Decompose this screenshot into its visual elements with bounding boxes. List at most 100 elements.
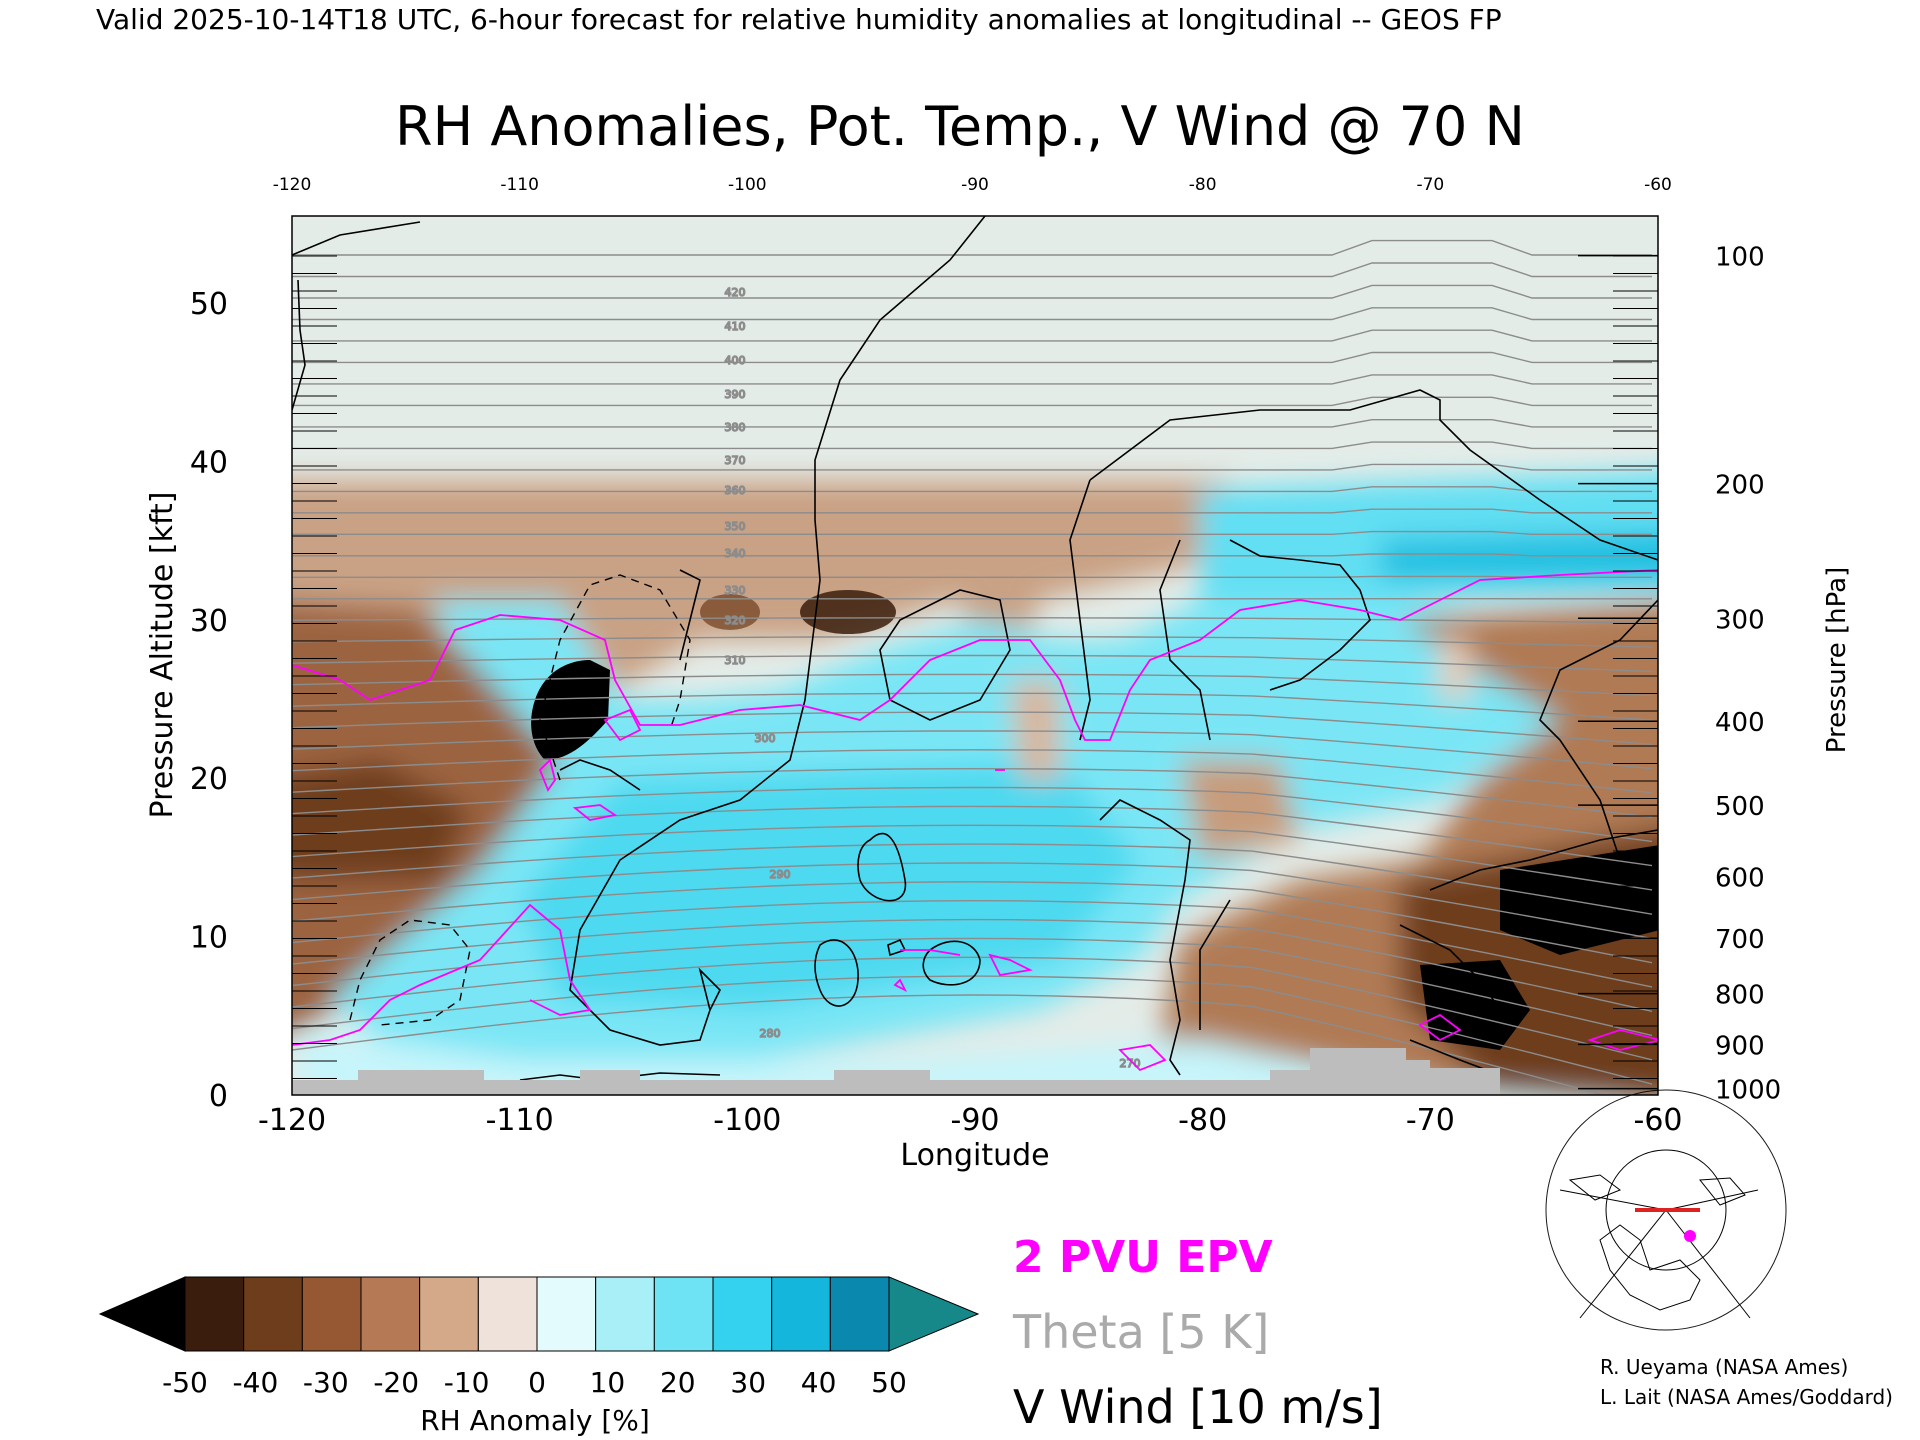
legend-epv: 2 PVU EPV	[1013, 1232, 1273, 1283]
colorbar-tick-label: 0	[528, 1366, 546, 1399]
theta-contour-line	[292, 862, 1653, 940]
theta-contour-line	[292, 636, 1653, 648]
credit-line-1: R. Ueyama (NASA Ames)	[1600, 1355, 1848, 1379]
chart-title: RH Anomalies, Pot. Temp., V Wind @ 70 N	[395, 95, 1525, 158]
left-axis-ticks: 0 10 20 30 40 50	[190, 287, 228, 1114]
colorbar-swatch	[829, 1276, 890, 1352]
inset-polar-map	[1545, 1089, 1787, 1331]
y-tick-label: 0	[209, 1079, 228, 1114]
theta-contour-line	[292, 508, 1652, 514]
theta-contour-line	[292, 673, 1653, 697]
theta-contour-label: 360	[725, 484, 746, 497]
theta-contour-line	[292, 351, 1652, 364]
legend: 2 PVU EPV Theta [5 K] V Wind [10 m/s]	[1012, 1232, 1383, 1434]
right-tick-label: 900	[1715, 1031, 1765, 1061]
colorbar-over-triangle	[888, 1276, 980, 1352]
colorbar-tick-label: -10	[444, 1366, 490, 1399]
theta-contour-line	[292, 994, 1606, 1095]
theta-contour-line	[292, 654, 1653, 673]
colorbar-swatch	[771, 1276, 831, 1352]
colorbar-tick-label: -20	[373, 1366, 419, 1399]
theta-contour-label: 370	[725, 454, 746, 467]
y-tick-label: 20	[190, 762, 228, 797]
right-tick-label: 600	[1715, 863, 1765, 893]
colorbar-swatch	[243, 1276, 303, 1352]
colorbar-swatch	[712, 1276, 773, 1352]
theta-contour-line	[292, 937, 1653, 1037]
theta-contours: 420 410 400 390 380 370 360 350 340 330 320 310 300 2…	[292, 239, 1653, 1095]
theta-contour-line	[292, 843, 1653, 915]
theta-contour-line	[292, 553, 1652, 557]
colorbar-tick-label: 10	[590, 1366, 626, 1399]
v-wind-negative-contours	[349, 574, 691, 1026]
theta-contour-label: 320	[725, 614, 746, 627]
theta-contour-line	[292, 805, 1653, 867]
theta-contour-line	[292, 396, 1652, 407]
right-tick-label: 400	[1715, 708, 1765, 738]
top-tick-label: -60	[1644, 175, 1672, 195]
theta-contour-line	[292, 419, 1652, 428]
theta-contour-line	[292, 284, 1652, 299]
theta-contour-line	[292, 918, 1653, 1012]
colorbar-swatch	[536, 1276, 597, 1352]
theta-contour-line	[292, 881, 1653, 964]
y-tick-label: 50	[190, 287, 228, 322]
colorbar-tick-label: -40	[233, 1366, 279, 1399]
top-axis-ticks: -120 -110 -100 -90 -80 -70 -60	[273, 175, 1672, 195]
theta-contour-line	[292, 530, 1652, 535]
epv-2pvu-contour	[292, 569, 1658, 1072]
right-tick-label: 100	[1715, 243, 1765, 273]
theta-contour-line	[292, 730, 1653, 770]
top-tick-label: -100	[728, 175, 767, 195]
colorbar-tick-label: 20	[660, 1366, 696, 1399]
legend-v-wind: V Wind [10 m/s]	[1013, 1380, 1383, 1434]
top-tick-label: -110	[500, 175, 539, 195]
legend-theta: Theta [5 K]	[1012, 1305, 1269, 1359]
theta-contour-label: 380	[725, 421, 746, 434]
x-tick-label: -70	[1406, 1103, 1455, 1138]
theta-contour-label: 290	[770, 868, 791, 881]
theta-contour-label: 340	[725, 547, 746, 560]
theta-contour-line	[292, 824, 1653, 891]
colorbar-swatch	[301, 1276, 362, 1352]
colorbar-label: RH Anomaly [%]	[420, 1404, 650, 1437]
plot-frame	[291, 215, 1659, 1096]
plot-area: 420 410 400 390 380 370 360 350 340 330 320 310 300 2…	[292, 216, 1658, 1095]
theta-contour-line	[292, 463, 1652, 471]
x-tick-label: -60	[1634, 1103, 1683, 1138]
top-tick-label: -80	[1189, 175, 1217, 195]
theta-contour-line	[292, 711, 1653, 745]
colorbar-swatch	[184, 1276, 245, 1352]
theta-contour-label: 270	[1120, 1057, 1141, 1070]
theta-contour-line	[292, 617, 1653, 624]
theta-contour-line	[292, 975, 1653, 1085]
theta-contour-label: 390	[725, 388, 746, 401]
x-tick-label: -110	[486, 1103, 554, 1138]
y-tick-label: 10	[190, 921, 228, 956]
colorbar-tick-label: 50	[871, 1366, 907, 1399]
colorbar-tick-label: 40	[801, 1366, 837, 1399]
right-tick-label: 700	[1715, 925, 1765, 955]
theta-contour-label: 310	[725, 654, 746, 667]
colorbar-tick-label: -50	[162, 1366, 208, 1399]
theta-contour-line	[292, 767, 1653, 818]
right-tick-label: 800	[1715, 981, 1765, 1011]
theta-contour-label: 350	[725, 520, 746, 533]
theta-contour-label: 300	[755, 732, 776, 745]
inset-location-dot	[1684, 1230, 1696, 1242]
theta-contour-line	[292, 262, 1652, 278]
theta-contour-line	[292, 575, 1652, 578]
y-axis-label-right: Pressure [hPa]	[1822, 567, 1852, 754]
theta-contour-line	[292, 374, 1652, 385]
y-tick-label: 30	[190, 604, 228, 639]
top-tick-label: -90	[961, 175, 989, 195]
y-axis-label-left: Pressure Altitude [kft]	[145, 492, 180, 819]
x-tick-label: -100	[713, 1103, 781, 1138]
colorbar-swatch	[477, 1276, 538, 1352]
right-tick-label: 300	[1715, 605, 1765, 635]
right-tick-label: 1000	[1715, 1076, 1781, 1106]
theta-contour-label: 280	[760, 1027, 781, 1040]
theta-contour-line	[292, 329, 1652, 342]
terrain-surface	[292, 1048, 1500, 1095]
theta-contour-line	[292, 899, 1653, 988]
